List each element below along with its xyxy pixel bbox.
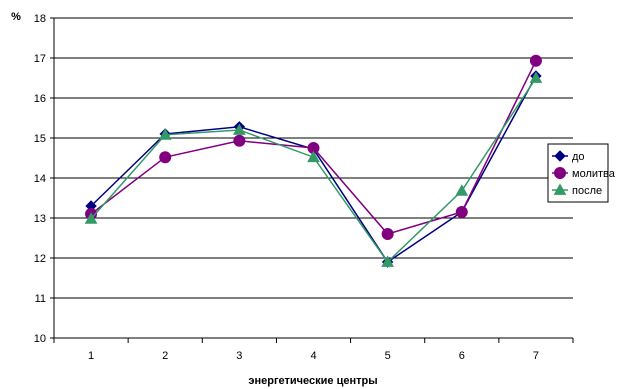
data-point xyxy=(381,228,394,240)
legend-label: молитва xyxy=(572,168,616,180)
y-tick-label: 10 xyxy=(34,333,46,345)
y-axis-label: % xyxy=(11,11,21,23)
data-point xyxy=(84,212,98,224)
y-tick-label: 14 xyxy=(34,173,46,185)
y-tick-label: 17 xyxy=(34,53,46,65)
data-point xyxy=(158,128,172,140)
legend-marker xyxy=(554,150,566,162)
x-tick-label: 2 xyxy=(162,350,168,362)
legend: до молитва после xyxy=(547,143,616,203)
data-point xyxy=(455,206,468,218)
x-axis-label: энергетические центры xyxy=(248,375,377,387)
y-tick-label: 16 xyxy=(34,93,46,105)
data-point xyxy=(159,151,172,164)
data-point xyxy=(233,123,246,135)
legend-marker xyxy=(554,167,566,179)
legend-label: до xyxy=(572,151,585,163)
x-tick-label: 6 xyxy=(459,350,465,362)
y-tick-label: 18 xyxy=(34,13,46,25)
x-tick-label: 4 xyxy=(310,350,316,362)
axes xyxy=(50,17,574,343)
data-point xyxy=(529,54,542,67)
legend-label: после xyxy=(572,185,602,197)
data-point xyxy=(455,184,469,196)
x-tick-label: 5 xyxy=(385,350,391,362)
data-point xyxy=(233,134,246,147)
x-tick-label: 1 xyxy=(88,350,94,362)
series-3 xyxy=(84,71,543,267)
data-point xyxy=(381,255,394,267)
series-2 xyxy=(85,54,542,240)
gridlines xyxy=(54,17,573,339)
x-tick-label: 7 xyxy=(533,350,539,362)
x-tick-labels: 1 2 3 4 5 6 7 xyxy=(88,350,539,362)
x-tick-label: 3 xyxy=(236,350,242,362)
data-point xyxy=(529,71,543,83)
y-tick-label: 15 xyxy=(34,133,46,145)
y-tick-label: 11 xyxy=(35,293,46,305)
y-tick-labels: 10 11 12 13 14 15 16 17 18 xyxy=(34,13,46,345)
series-group xyxy=(84,54,543,268)
data-point xyxy=(307,150,320,163)
y-tick-label: 12 xyxy=(34,253,46,265)
legend-marker xyxy=(553,183,567,195)
y-tick-label: 13 xyxy=(34,213,46,225)
